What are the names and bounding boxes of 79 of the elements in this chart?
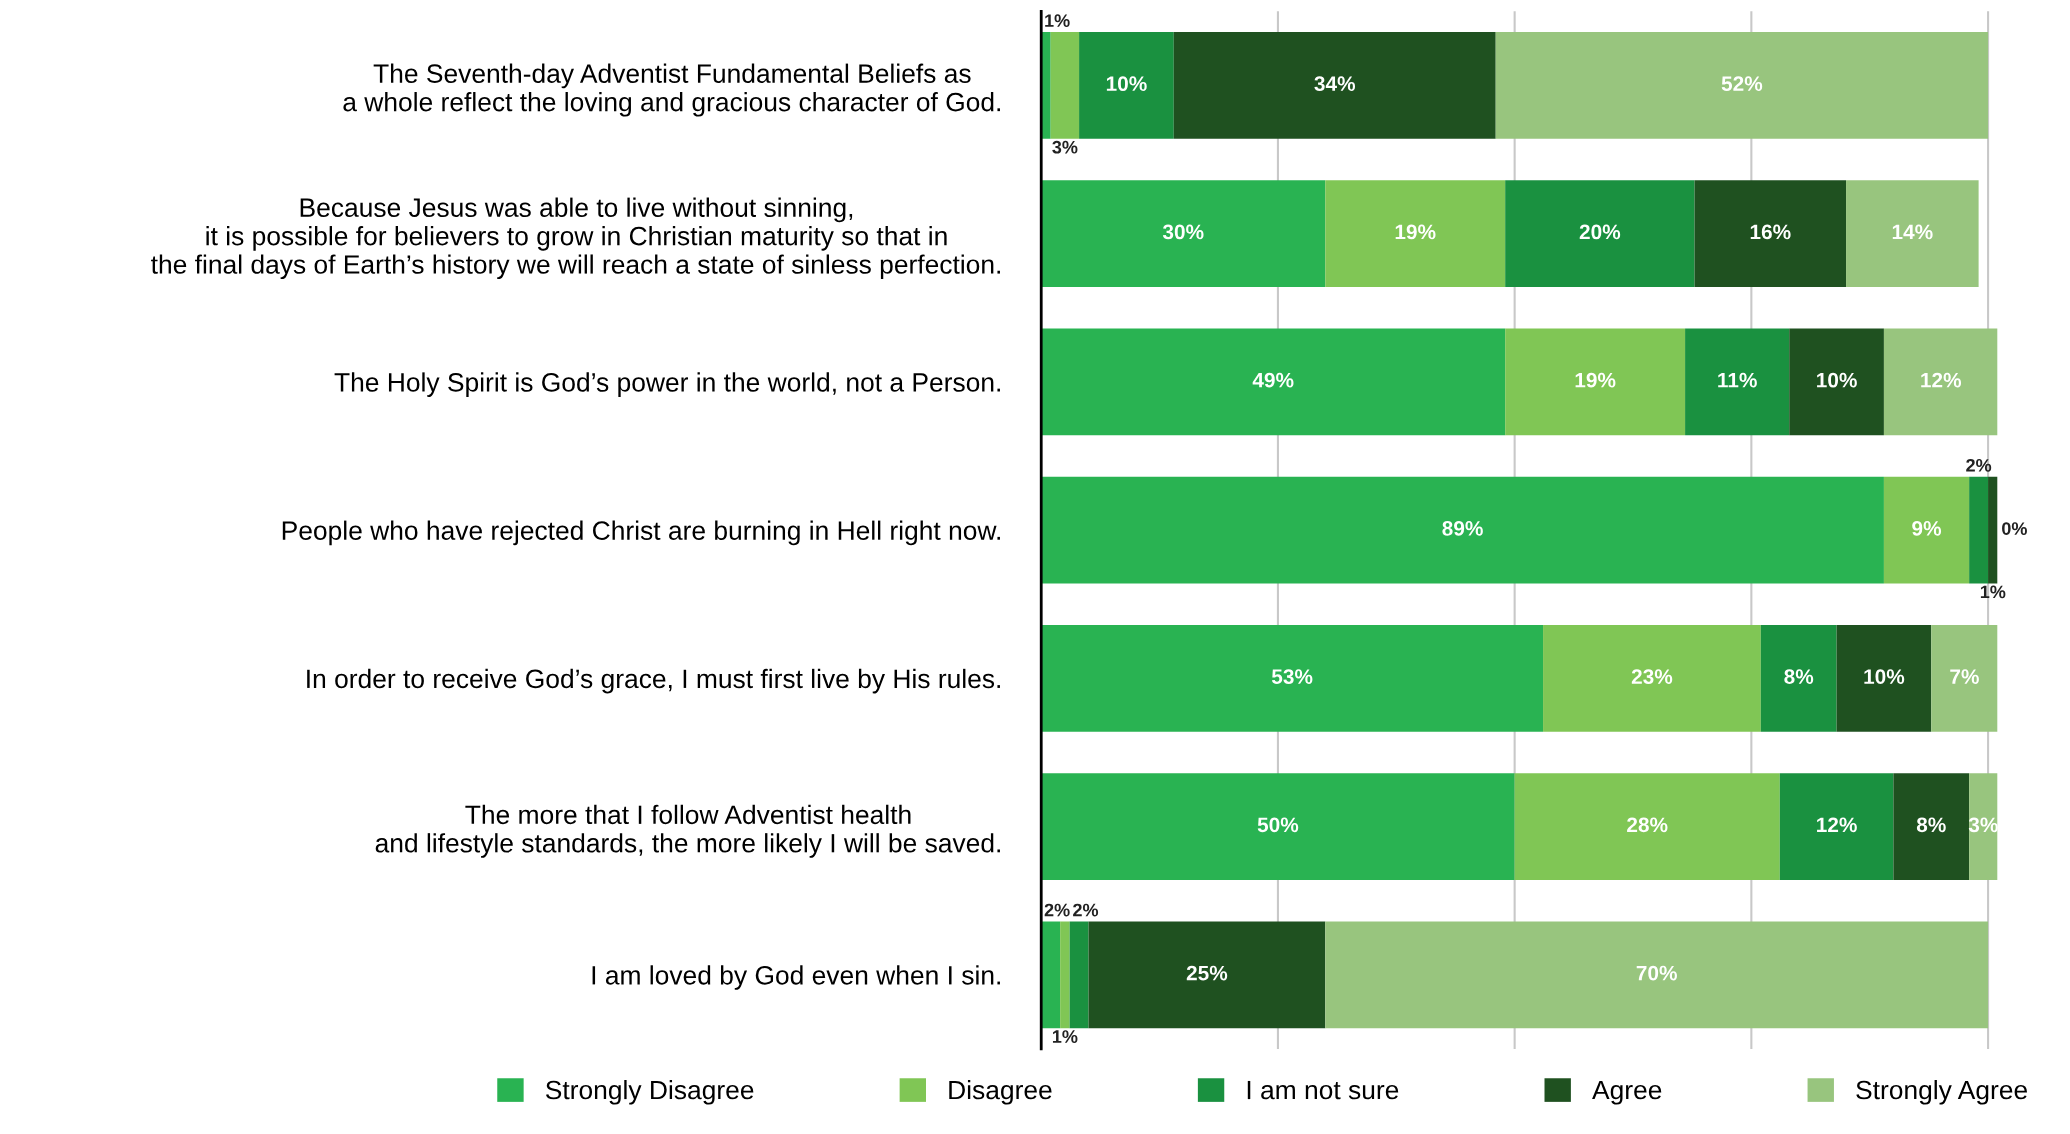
data-label: 12%	[1921, 372, 1962, 388]
bar	[1041, 921, 1061, 1029]
y-tick-label: The Seventh-day Adventist Fundamental Beliefs as a whole reflect the loving and gracious character of God.	[343, 63, 1000, 117]
data-label: 0%	[2002, 522, 2027, 535]
y-tick-label: People who have rejected Christ are burning in Hell right now.	[282, 520, 1000, 546]
y-tick-label: The more that I follow Adventist health and lifestyle standards, the more likely I will be saved.	[375, 804, 1000, 858]
bar	[1760, 625, 1837, 732]
data-label: 1%	[1980, 585, 2006, 599]
bar	[1893, 773, 1970, 880]
bar	[1173, 32, 1496, 139]
bar	[1694, 180, 1847, 288]
data-label: 14%	[1892, 224, 1933, 240]
legend-label: Agree	[1592, 1080, 1662, 1105]
data-label: 34%	[1314, 76, 1356, 92]
bar	[1846, 180, 1979, 288]
data-label: 23%	[1631, 669, 1673, 684]
data-label: 2%	[1044, 903, 1070, 917]
bar	[1988, 476, 1998, 584]
data-label: 8%	[1784, 669, 1814, 684]
data-label: 30%	[1162, 224, 1204, 240]
data-label: 19%	[1575, 372, 1616, 388]
legend-label: Strongly Agree	[1856, 1079, 2027, 1105]
bar	[1789, 328, 1884, 436]
y-tick-label: I am loved by God even when I sin.	[592, 965, 1000, 990]
bar	[1325, 180, 1506, 288]
data-label: 70%	[1636, 965, 1677, 981]
data-label: 10%	[1864, 669, 1905, 684]
y-tick-label: Because Jesus was able to live without sinning, it is possible for believers to grow in Christian maturity so that in the final days of Earth’s history we will reach a state of sinless perfection.	[151, 197, 1000, 280]
bar	[1088, 921, 1326, 1029]
y-tick-label: In order to receive God’s grace, I must first live by His rules.	[307, 668, 1000, 694]
bar	[1969, 773, 1998, 880]
data-label: 7%	[1950, 669, 1979, 684]
data-label: 9%	[1912, 520, 1942, 536]
bar	[1325, 921, 1989, 1029]
data-label: 12%	[1817, 817, 1857, 833]
data-label: 50%	[1257, 817, 1299, 833]
data-label: 3%	[1052, 140, 1078, 154]
bar	[1685, 328, 1790, 436]
bar	[1969, 476, 1989, 584]
legend-label: I am not sure	[1247, 1080, 1399, 1100]
bar	[1079, 32, 1174, 139]
bar	[1779, 773, 1894, 880]
bar	[1883, 476, 1970, 584]
data-label: 16%	[1750, 224, 1791, 240]
bar	[1883, 328, 1998, 436]
data-label: 1%	[1045, 14, 1070, 27]
bar	[1041, 625, 1544, 732]
bar	[1495, 32, 1989, 139]
bar	[1505, 180, 1695, 288]
bar	[1836, 625, 1932, 732]
y-tick-label: The Holy Spirit is God’s power in the world, not a Person.	[334, 372, 1000, 397]
bar	[1041, 328, 1506, 436]
legend-label: Strongly Disagree	[545, 1079, 754, 1105]
bar	[1505, 328, 1686, 436]
data-label: 28%	[1627, 817, 1668, 833]
data-label: 1%	[1052, 1030, 1078, 1043]
data-label: 19%	[1395, 224, 1436, 240]
data-label: 8%	[1916, 817, 1946, 833]
data-label: 49%	[1252, 372, 1294, 388]
data-label: 52%	[1721, 76, 1763, 92]
bar	[1060, 921, 1070, 1029]
bar	[1041, 180, 1326, 288]
bar	[1069, 921, 1089, 1029]
data-label: 53%	[1271, 669, 1313, 684]
data-label: 20%	[1579, 224, 1621, 240]
data-label: 25%	[1186, 965, 1228, 981]
bar	[1931, 625, 1998, 732]
bar	[1041, 476, 1884, 584]
data-label: 10%	[1106, 76, 1147, 92]
data-label: 89%	[1442, 520, 1483, 536]
data-label: 11%	[1718, 372, 1757, 388]
bar	[1041, 773, 1515, 880]
data-label: 2%	[1966, 458, 1992, 472]
bar	[1050, 32, 1080, 139]
data-label: 10%	[1817, 372, 1857, 388]
data-label: 2%	[1073, 903, 1099, 917]
legend-label: Disagree	[949, 1079, 1052, 1105]
bar	[1514, 773, 1780, 880]
bar	[1543, 625, 1761, 732]
